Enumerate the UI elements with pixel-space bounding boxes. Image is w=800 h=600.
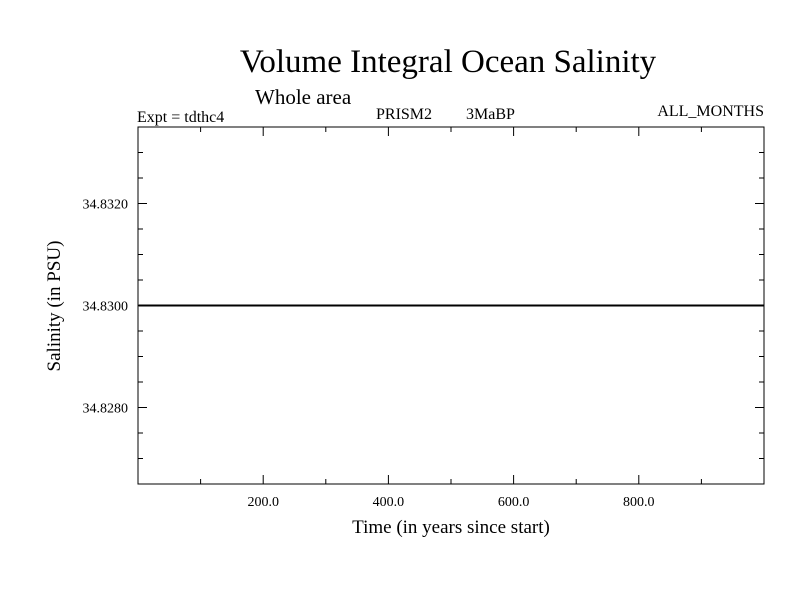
plot-frame bbox=[137, 126, 765, 485]
x-tick-label: 800.0 bbox=[623, 495, 655, 510]
x-tick-label: 600.0 bbox=[498, 495, 530, 510]
y-tick-label: 34.8300 bbox=[83, 300, 129, 315]
y-axis-label: Salinity (in PSU) bbox=[44, 241, 65, 372]
x-tick-label: 400.0 bbox=[373, 495, 405, 510]
months-label: ALL_MONTHS bbox=[657, 103, 764, 120]
axis-ticks: 200.0 400.0 600.0 800.0 34.8280 34.8300 34.832… bbox=[83, 127, 764, 510]
y-tick-label: 34.8320 bbox=[83, 198, 129, 213]
run-name-label: PRISM2 bbox=[376, 106, 432, 123]
x-tick-label: 200.0 bbox=[247, 495, 279, 510]
chart-subtitle: Whole area bbox=[255, 85, 352, 109]
chart-title: Volume Integral Ocean Salinity bbox=[240, 44, 657, 80]
period-label: 3MaBP bbox=[466, 106, 515, 123]
x-axis-label: Time (in years since start) bbox=[352, 517, 550, 538]
y-tick-label: 34.8280 bbox=[83, 402, 129, 417]
experiment-label: Expt = tdthc4 bbox=[137, 109, 224, 126]
